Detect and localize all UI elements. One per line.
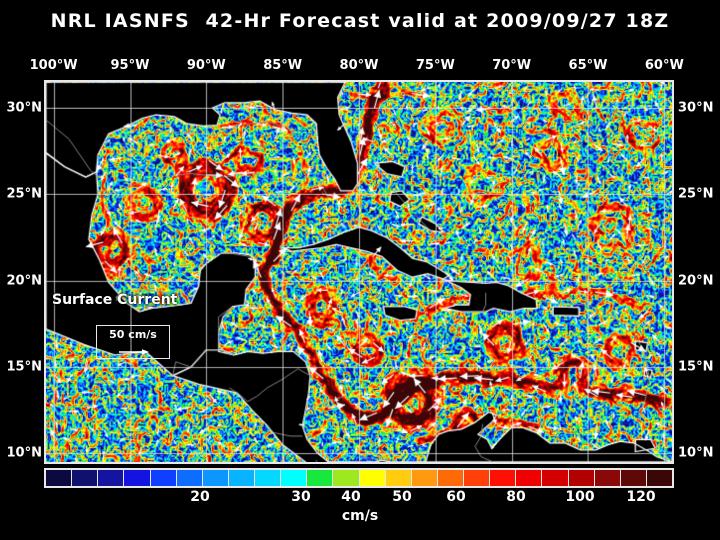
colorbar-segment bbox=[385, 470, 412, 486]
colorbar-segment bbox=[150, 470, 177, 486]
ocean-current-field bbox=[46, 82, 672, 462]
colorbar-segment bbox=[490, 470, 517, 486]
colorbar-segment bbox=[437, 470, 464, 486]
longitude-tick-label: 80°W bbox=[339, 58, 379, 73]
longitude-tick-label: 85°W bbox=[263, 58, 303, 73]
colorbar-tick-label: 120 bbox=[626, 489, 656, 505]
colorbar-segment bbox=[176, 470, 203, 486]
longitude-tick-label: 95°W bbox=[110, 58, 150, 73]
colorbar-tick-label: 40 bbox=[341, 489, 361, 505]
colorbar-ticks: 20 30 40 50 60 80 100 120 bbox=[0, 489, 720, 507]
colorbar bbox=[44, 468, 674, 488]
latitude-tick-label-right: 15°N bbox=[678, 359, 714, 375]
colorbar-segment bbox=[228, 470, 255, 486]
latitude-tick-label-left: 10°N bbox=[6, 445, 42, 461]
colorbar-segment bbox=[202, 470, 229, 486]
longitude-axis: 100°W 95°W 90°W 85°W 80°W 75°W 70°W 65°W 60°W bbox=[0, 58, 720, 74]
colorbar-tick-label: 100 bbox=[565, 489, 595, 505]
colorbar-segment bbox=[646, 470, 672, 486]
page-title: NRL IASNFS 42-Hr Forecast valid at 2009/… bbox=[50, 10, 670, 32]
latitude-tick-label-left: 25°N bbox=[6, 186, 42, 202]
velocity-scale-box: 50 cm/s bbox=[96, 325, 170, 359]
colorbar-segment bbox=[307, 470, 334, 486]
longitude-tick-label: 70°W bbox=[492, 58, 532, 73]
right-arrow-icon bbox=[119, 349, 149, 355]
longitude-tick-label: 60°W bbox=[644, 58, 684, 73]
colorbar-segment bbox=[72, 470, 99, 486]
colorbar-segment bbox=[542, 470, 569, 486]
colorbar-segment bbox=[46, 470, 73, 486]
colorbar-segment bbox=[568, 470, 595, 486]
colorbar-segment bbox=[281, 470, 308, 486]
latitude-tick-label-right: 25°N bbox=[678, 186, 714, 202]
map-frame bbox=[44, 80, 674, 464]
latitude-tick-label-right: 20°N bbox=[678, 273, 714, 289]
colorbar-tick-label: 80 bbox=[506, 489, 526, 505]
colorbar-segment bbox=[333, 470, 360, 486]
colorbar-segment bbox=[516, 470, 543, 486]
longitude-tick-label: 100°W bbox=[29, 58, 78, 73]
latitude-tick-label-left: 30°N bbox=[6, 100, 42, 116]
latitude-tick-label-left: 15°N bbox=[6, 359, 42, 375]
colorbar-segment bbox=[359, 470, 386, 486]
colorbar-segment bbox=[464, 470, 491, 486]
latitude-tick-label-left: 20°N bbox=[6, 273, 42, 289]
surface-current-legend-label: Surface Current bbox=[52, 292, 178, 308]
colorbar-segment bbox=[124, 470, 151, 486]
colorbar-segment bbox=[98, 470, 125, 486]
colorbar-segment bbox=[620, 470, 647, 486]
colorbar-units-label: cm/s bbox=[341, 508, 379, 524]
colorbar-tick-label: 30 bbox=[291, 489, 311, 505]
latitude-tick-label-right: 30°N bbox=[678, 100, 714, 116]
colorbar-tick-label: 60 bbox=[446, 489, 466, 505]
colorbar-segment bbox=[255, 470, 282, 486]
colorbar-tick-label: 50 bbox=[392, 489, 412, 505]
longitude-tick-label: 75°W bbox=[415, 58, 455, 73]
colorbar-segment bbox=[594, 470, 621, 486]
latitude-tick-label-right: 10°N bbox=[678, 445, 714, 461]
velocity-scale-value: 50 cm/s bbox=[109, 328, 157, 341]
longitude-tick-label: 90°W bbox=[186, 58, 226, 73]
longitude-tick-label: 65°W bbox=[568, 58, 608, 73]
colorbar-tick-label: 20 bbox=[190, 489, 210, 505]
colorbar-segment bbox=[411, 470, 438, 486]
